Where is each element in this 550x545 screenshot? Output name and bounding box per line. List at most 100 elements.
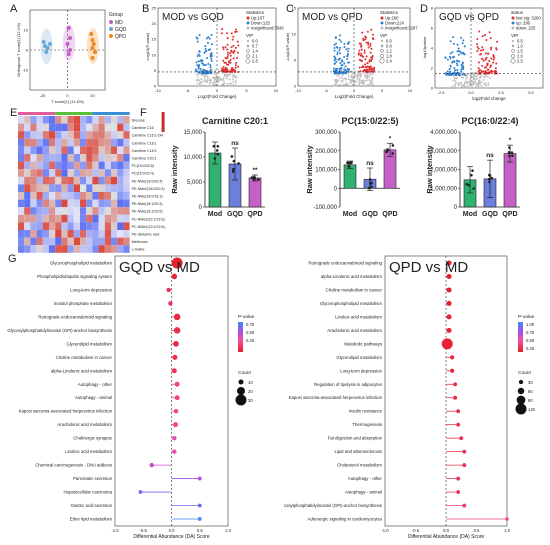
heatmap-cell (36, 192, 43, 200)
down-point (462, 65, 465, 68)
heatmap-cell (98, 123, 105, 132)
da-score-dot (172, 354, 178, 360)
heatmap-cell (98, 176, 105, 185)
data-point (216, 153, 220, 156)
vip-legend-dot (512, 40, 514, 42)
insignificant-point (454, 83, 456, 86)
heatmap-cell (111, 176, 118, 185)
up-point (225, 69, 228, 72)
up-point (370, 28, 373, 31)
data-point (230, 155, 234, 158)
x-tick-label: GQD (362, 211, 378, 218)
heatmap-cell (98, 154, 105, 162)
heatmap-cell (67, 154, 74, 162)
pathway-label: Choline metabolism in cancer (326, 287, 383, 292)
x-tick-label: 0.0 (169, 528, 175, 533)
insignificant-point (335, 83, 337, 86)
down-point (209, 64, 212, 67)
up-point (489, 70, 492, 73)
heatmap-cell (73, 222, 80, 230)
da-score-dot (166, 287, 171, 293)
down-point (340, 40, 343, 43)
insignificant-point (206, 79, 209, 82)
down-point (196, 40, 199, 43)
da-plot-title: GQD vs MD (119, 259, 200, 276)
heatmap-cell (18, 184, 25, 192)
vip-legend-label: 1.8 (386, 54, 392, 59)
data-point (215, 149, 219, 152)
x-tick-label: 5 (381, 88, 384, 93)
down-point (343, 46, 346, 49)
heatmap-cell (49, 146, 56, 154)
heatmap-cell (55, 169, 62, 177)
x-tick-label: -5 (324, 88, 328, 93)
down-point (197, 65, 200, 68)
heatmap-cell (30, 207, 37, 215)
da-plot-title: QPD vs MD (389, 259, 468, 276)
heatmap-cell (61, 199, 68, 208)
heatmap-cell (111, 199, 118, 208)
heatmap-cell (98, 214, 105, 223)
heatmap-cell (61, 123, 68, 132)
down-point (198, 64, 201, 67)
up-point (233, 49, 236, 52)
up-point (477, 61, 480, 64)
data-point (488, 180, 491, 184)
down-point (340, 71, 343, 74)
heatmap-row-label: Carnitine C20:1 (132, 157, 157, 161)
x-tick-label: 10 (408, 88, 413, 93)
heatmap-row-label: PE-NMe(18:1/22:6) (132, 210, 163, 214)
y-tick-label: 0 (454, 205, 458, 211)
insignificant-point (225, 75, 227, 77)
up-point (220, 67, 223, 70)
up-point (484, 52, 487, 55)
heatmap-cell (111, 116, 118, 124)
heatmap-cell (61, 184, 68, 192)
insignificant-point (360, 79, 363, 82)
vip-legend-label: 2.4 (386, 59, 392, 64)
heatmap-cell (30, 199, 37, 208)
heatmap-cell (42, 230, 49, 238)
insignificant-point (235, 75, 237, 78)
heatmap-cell (111, 131, 118, 139)
vip-legend-dot (510, 58, 516, 64)
insignificant-point (460, 85, 463, 88)
insignificant-point (484, 75, 487, 78)
x-tick-label: GQD (482, 211, 498, 218)
heatmap-cell (73, 131, 80, 139)
insignificant-point (347, 74, 350, 77)
heatmap-row-label: L-Valine (132, 248, 145, 252)
insignificant-point (471, 86, 473, 89)
up-point (368, 58, 371, 61)
score-point (48, 42, 52, 46)
vip-legend-dot (245, 53, 251, 59)
down-point (338, 38, 341, 41)
insignificant-point (231, 73, 234, 76)
heatmap-cell (123, 207, 130, 215)
down-point (334, 36, 337, 39)
x-tick-label: Mod (343, 211, 357, 218)
insignificant-point (355, 80, 358, 83)
y-axis-label: -Log10(P-value) (145, 32, 150, 61)
pvalue-legend-label: 0.75 (526, 330, 535, 335)
heatmap-cell (49, 169, 56, 177)
heatmap-cell (30, 184, 37, 192)
da-score-dot (456, 476, 461, 481)
heatmap-cell (49, 214, 56, 223)
heatmap-cell (42, 161, 49, 170)
down-point (200, 72, 203, 75)
heatmap-cell (117, 245, 124, 253)
heatmap-cell (61, 131, 68, 139)
heatmap-cell (123, 184, 130, 192)
x-tick-label: QPD (247, 211, 262, 218)
heatmap-cell (73, 184, 80, 192)
down-point (460, 52, 463, 55)
heatmap-cell (80, 230, 87, 238)
heatmap-cell (92, 116, 99, 124)
heatmap-cell (49, 138, 56, 147)
up-point (371, 54, 374, 57)
down-point (454, 73, 457, 76)
y-tick-label: 100,000 (315, 168, 337, 174)
down-point (339, 62, 342, 65)
down-point (339, 46, 342, 49)
